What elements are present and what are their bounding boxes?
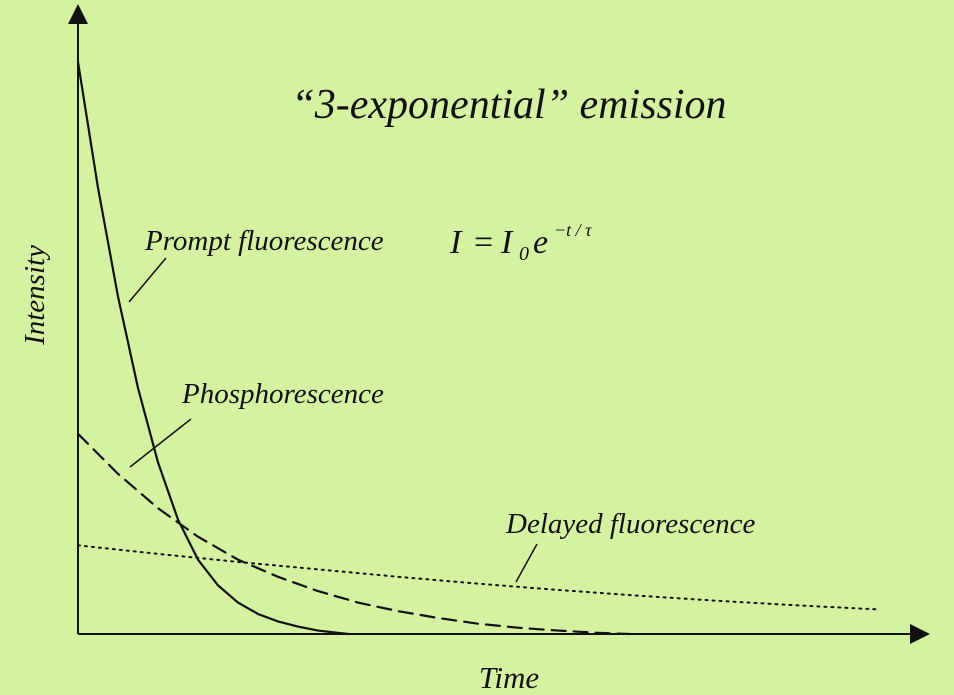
equation-subscript: 0 xyxy=(519,243,529,265)
y-axis-label: Intensity xyxy=(19,245,51,346)
x-axis-label: Time xyxy=(479,660,540,695)
equation-exponent: −t / τ xyxy=(554,220,592,240)
series-line-2 xyxy=(77,544,879,611)
series-line-0 xyxy=(76,60,350,636)
series-line-1 xyxy=(76,432,632,636)
chart-title: “3-exponential” emission xyxy=(291,82,726,128)
prompt-fluorescence-leader xyxy=(128,257,167,303)
prompt-fluorescence-label: Prompt fluorescence xyxy=(144,225,384,257)
equation-lhs: I xyxy=(449,224,463,261)
delayed-fluorescence-leader xyxy=(515,543,538,583)
equation-base: I xyxy=(500,224,514,261)
phosphorescence-leader xyxy=(129,418,192,468)
equation-equals: = xyxy=(474,224,493,261)
phosphorescence-label: Phosphorescence xyxy=(181,378,384,410)
series-layer xyxy=(76,60,879,636)
delayed-fluorescence-label: Delayed fluorescence xyxy=(505,508,755,540)
equation: I = I 0 e −t / τ xyxy=(449,220,592,265)
equation-exp-base: e xyxy=(533,224,548,261)
